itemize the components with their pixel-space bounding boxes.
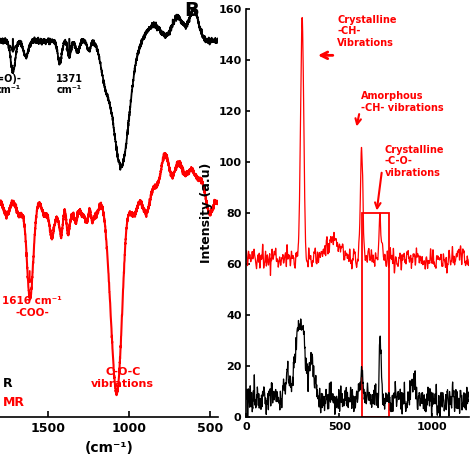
Text: MR: MR bbox=[3, 396, 25, 409]
Text: Amorphous
-CH- vibrations: Amorphous -CH- vibrations bbox=[361, 91, 443, 113]
Text: Crystalline
-CH-
Vibrations: Crystalline -CH- Vibrations bbox=[337, 15, 397, 48]
Text: B: B bbox=[184, 1, 199, 20]
Text: =O)-
cm⁻¹: =O)- cm⁻¹ bbox=[0, 74, 21, 95]
Y-axis label: Intensity (a.u): Intensity (a.u) bbox=[200, 163, 213, 264]
Text: R: R bbox=[3, 377, 13, 391]
Text: Crystalline
-C-O-
vibrations: Crystalline -C-O- vibrations bbox=[385, 145, 444, 178]
Bar bbox=[362, 213, 390, 417]
Text: C-O-C
vibrations: C-O-C vibrations bbox=[91, 367, 154, 389]
Text: 1371
cm⁻¹: 1371 cm⁻¹ bbox=[56, 74, 83, 95]
Text: 1616 cm⁻¹
-COO-: 1616 cm⁻¹ -COO- bbox=[2, 296, 62, 318]
X-axis label: (cm⁻¹): (cm⁻¹) bbox=[84, 440, 134, 455]
